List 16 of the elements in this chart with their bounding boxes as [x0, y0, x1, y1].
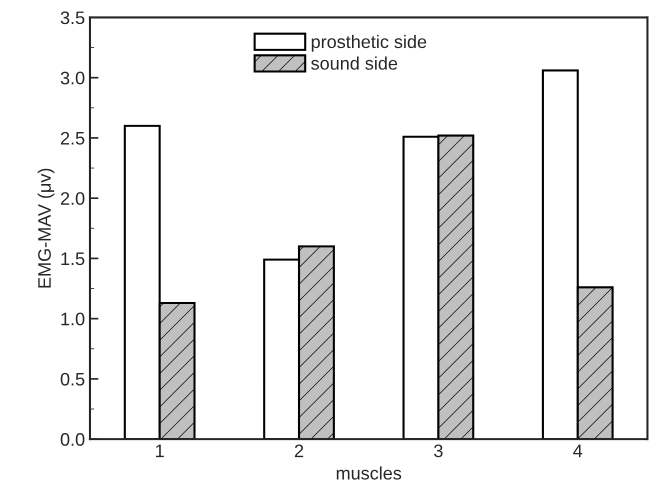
y-tick-label: 1.5 — [61, 252, 84, 266]
y-tick-label: 1.0 — [61, 312, 84, 326]
x-tick-label: 3 — [434, 444, 443, 458]
x-axis-title: muscles — [336, 466, 402, 480]
y-tick-label: 0.5 — [60, 372, 84, 386]
y-tick-label: 3.5 — [60, 11, 84, 24]
y-tick-label: 2.5 — [60, 132, 84, 145]
legend-label: sound side — [311, 56, 398, 70]
x-tick-label: 2 — [294, 444, 304, 458]
y-tick-label: 0.0 — [60, 433, 84, 446]
y-axis-title: EMG-MAV (μv) — [38, 168, 54, 288]
x-tick-label: 1 — [156, 444, 164, 458]
y-tick-label: 3.0 — [60, 72, 84, 84]
y-tick-label: 2.0 — [60, 192, 84, 205]
legend-label: prosthetic side — [312, 34, 426, 52]
x-tick-label: 4 — [573, 444, 582, 458]
